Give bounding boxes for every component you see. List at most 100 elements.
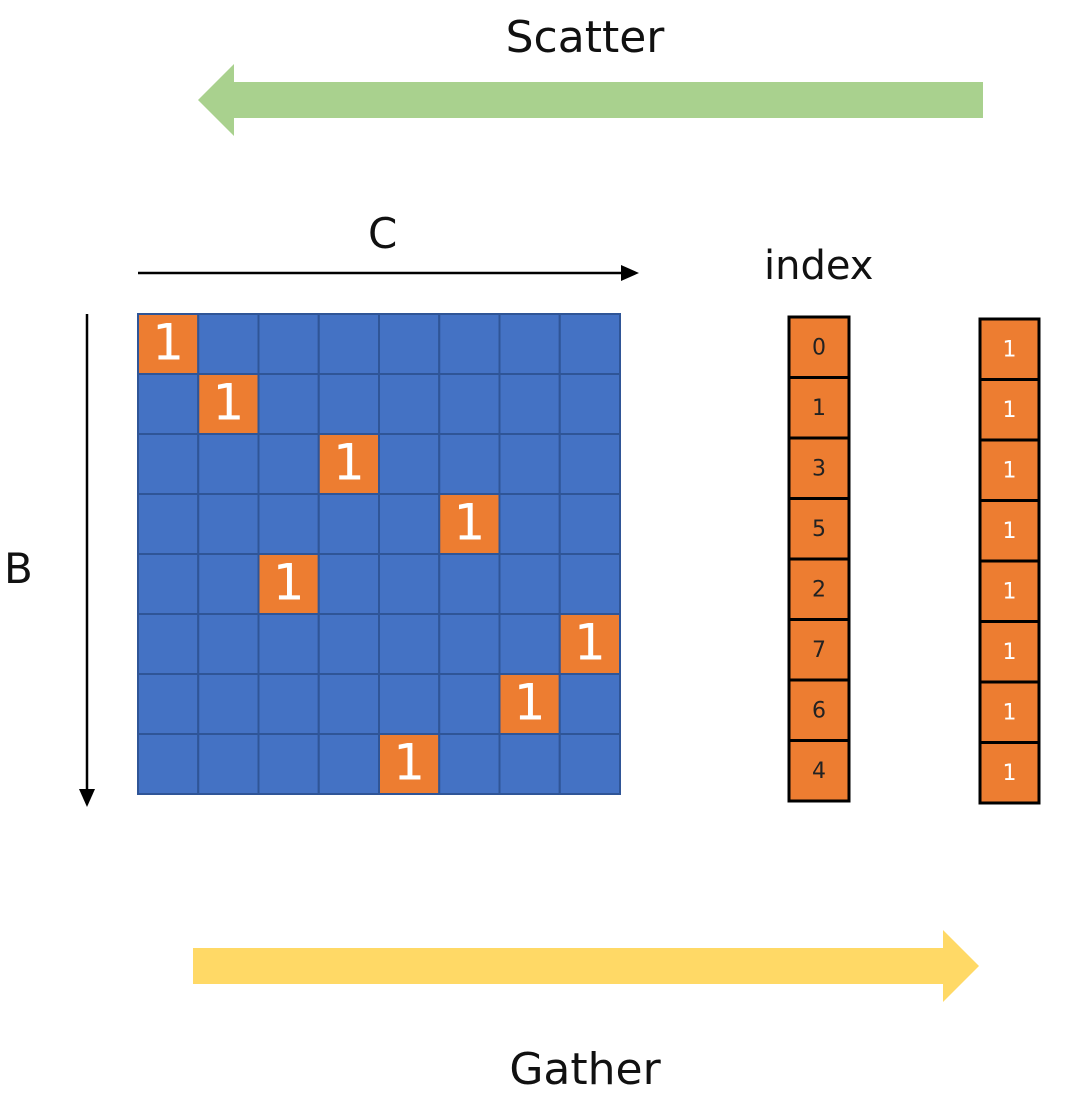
matrix-cell — [498, 313, 561, 375]
index-cell-label: 0 — [812, 335, 826, 360]
matrix-cell — [197, 493, 260, 555]
matrix-cell — [498, 553, 561, 615]
matrix-one-label: 1 — [393, 734, 425, 792]
value-cell-label: 1 — [1003, 640, 1017, 665]
value-cell-label: 1 — [1003, 761, 1017, 786]
scatter-label: Scatter — [505, 12, 665, 63]
matrix-cell — [317, 613, 380, 675]
matrix-one-label: 1 — [514, 674, 546, 732]
matrix-cell — [137, 673, 200, 735]
matrix-cell — [438, 553, 501, 615]
c-axis-arrow — [138, 265, 639, 281]
value-cell-label: 1 — [1003, 700, 1017, 725]
matrix-cell — [378, 373, 441, 435]
matrix-cell — [197, 733, 260, 795]
values-column: 1 1 1 1 1 1 1 1 — [978, 317, 1041, 805]
matrix-cell-one — [378, 733, 441, 795]
matrix-cell — [378, 313, 441, 375]
matrix-cell — [137, 373, 200, 435]
matrix-cell — [317, 673, 380, 735]
index-cell-label: 3 — [812, 456, 826, 481]
matrix-cell — [498, 493, 561, 555]
matrix-cell — [257, 673, 320, 735]
matrix-one-label: 1 — [152, 314, 184, 372]
index-cell — [787, 557, 851, 621]
index-cell — [787, 739, 851, 803]
matrix-cell — [317, 313, 380, 375]
matrix-cell — [317, 733, 380, 795]
index-cell — [787, 315, 851, 379]
matrix-cell — [137, 733, 200, 795]
index-cell-label: 5 — [812, 517, 826, 542]
matrix-cell — [378, 613, 441, 675]
scatter-arrow — [198, 64, 983, 136]
matrix-cell-one — [317, 433, 380, 495]
index-cell-label: 7 — [812, 638, 826, 663]
matrix-cell — [378, 493, 441, 555]
matrix-one-label: 1 — [574, 614, 606, 672]
matrix-one-label: 1 — [333, 434, 365, 492]
index-column: 0 1 3 5 2 7 6 4 — [787, 315, 851, 803]
matrix-cell-one — [498, 673, 561, 735]
value-cell — [978, 438, 1041, 502]
c-axis-label: C — [368, 209, 398, 258]
value-cell-label: 1 — [1003, 337, 1017, 362]
matrix-cell-one — [558, 613, 621, 675]
matrix-cell — [197, 433, 260, 495]
matrix-cell — [438, 673, 501, 735]
matrix-cell — [558, 373, 621, 435]
matrix-cell — [558, 673, 621, 735]
matrix-cell — [378, 433, 441, 495]
matrix-one-label: 1 — [273, 554, 305, 612]
index-cell-label: 4 — [812, 759, 826, 784]
index-cell — [787, 618, 851, 682]
index-label: index — [764, 243, 874, 289]
matrix-cell — [137, 553, 200, 615]
value-cell-label: 1 — [1003, 398, 1017, 423]
matrix-cell — [257, 433, 320, 495]
matrix-cell — [498, 433, 561, 495]
matrix-cell — [558, 733, 621, 795]
matrix-cell — [378, 553, 441, 615]
matrix-cell — [438, 373, 501, 435]
matrix-cell — [498, 613, 561, 675]
index-cell-label: 6 — [812, 698, 826, 723]
matrix-cell — [438, 733, 501, 795]
matrix-cell — [257, 733, 320, 795]
matrix-cell — [197, 673, 260, 735]
matrix-cell — [498, 373, 561, 435]
value-cell — [978, 680, 1041, 744]
matrix-cell — [257, 373, 320, 435]
matrix-cell — [257, 493, 320, 555]
value-cell-label: 1 — [1003, 458, 1017, 483]
value-cell-label: 1 — [1003, 519, 1017, 544]
index-cell-label: 1 — [812, 396, 826, 421]
matrix-one-label: 1 — [212, 374, 244, 432]
matrix-cell — [558, 313, 621, 375]
matrix-cell — [257, 613, 320, 675]
matrix-cell — [197, 553, 260, 615]
matrix-cell — [438, 433, 501, 495]
matrix-cell — [378, 673, 441, 735]
value-cell — [978, 499, 1041, 563]
matrix-cell — [317, 553, 380, 615]
matrix-cell — [317, 493, 380, 555]
index-cell — [787, 436, 851, 500]
matrix-cell — [137, 433, 200, 495]
matrix-one-label: 1 — [453, 494, 485, 552]
b-axis-arrow — [79, 314, 95, 807]
matrix-cell — [137, 613, 200, 675]
matrix-cell — [257, 313, 320, 375]
matrix-cell — [197, 613, 260, 675]
matrix-cell — [438, 313, 501, 375]
value-cell-label: 1 — [1003, 579, 1017, 604]
matrix-cell — [197, 313, 260, 375]
gather-arrow — [193, 930, 979, 1002]
index-cell-label: 2 — [812, 577, 826, 602]
matrix-cell — [137, 493, 200, 555]
value-cell — [978, 559, 1041, 623]
matrix-cell — [438, 613, 501, 675]
gather-label: Gather — [509, 1044, 661, 1095]
